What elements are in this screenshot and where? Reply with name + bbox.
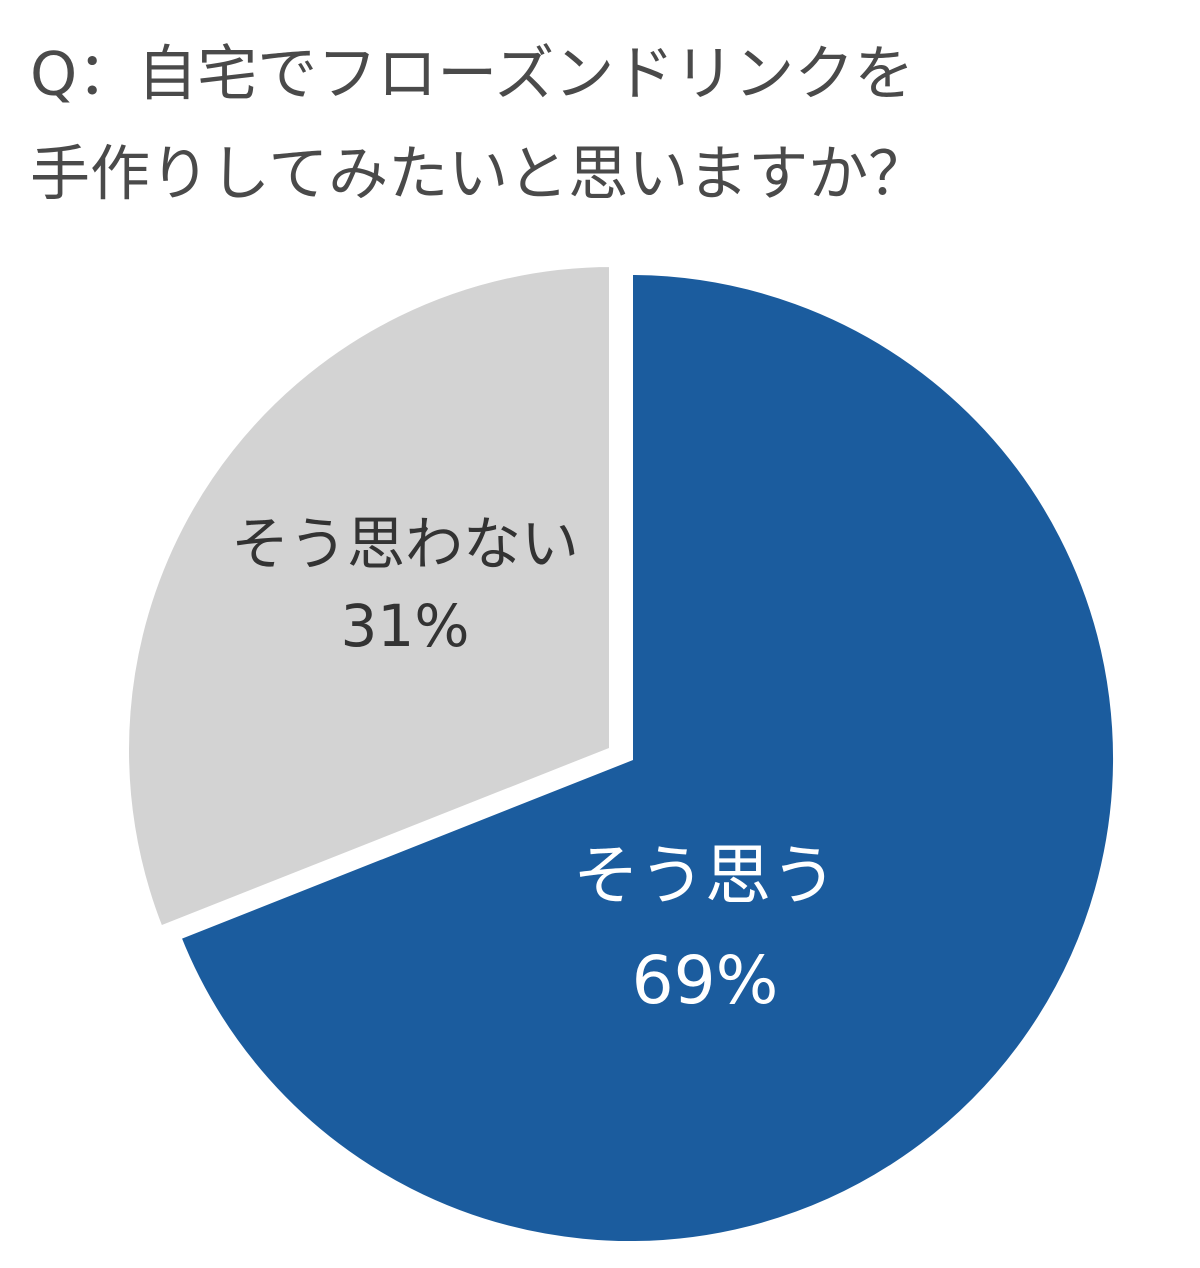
chart-title: Q：自宅でフローズンドリンクを xyxy=(30,40,914,110)
slice-label: そう思わない xyxy=(231,510,579,578)
pie-slice xyxy=(123,260,615,933)
pie-slice xyxy=(174,268,1119,1247)
value-label: 31% xyxy=(341,592,470,660)
value-label: 69% xyxy=(632,942,779,1019)
chart-title: 手作りしてみたいと思いますか？ xyxy=(30,140,928,210)
slice-label: そう思う xyxy=(573,837,837,914)
